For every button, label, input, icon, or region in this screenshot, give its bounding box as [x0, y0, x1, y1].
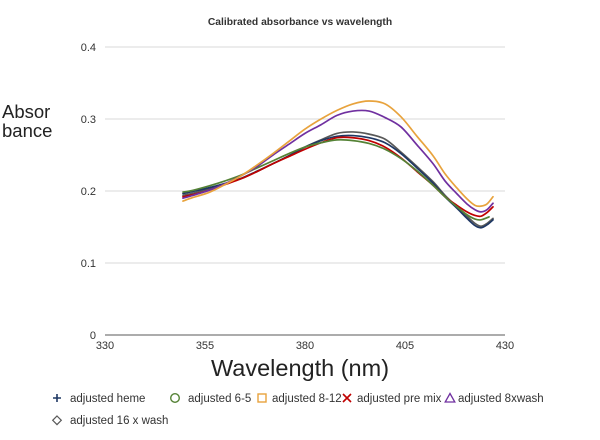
svg-text:adjusted 6-5: adjusted 6-5 — [188, 393, 251, 405]
svg-text:adjusted pre mix: adjusted pre mix — [357, 393, 442, 405]
svg-text:0.3: 0.3 — [81, 114, 96, 126]
svg-text:adjusted 8xwash: adjusted 8xwash — [458, 393, 544, 405]
svg-text:0.2: 0.2 — [81, 186, 96, 198]
svg-text:adjusted 8-12: adjusted 8-12 — [272, 393, 342, 405]
svg-text:0.1: 0.1 — [81, 258, 96, 270]
svg-text:355: 355 — [196, 340, 214, 352]
svg-text:adjusted 16 x wash: adjusted 16 x wash — [70, 415, 168, 427]
svg-text:405: 405 — [396, 340, 414, 352]
svg-text:430: 430 — [496, 340, 514, 352]
svg-text:adjusted heme: adjusted heme — [70, 393, 145, 405]
svg-text:0.4: 0.4 — [81, 42, 96, 54]
svg-text:380: 380 — [296, 340, 314, 352]
svg-text:330: 330 — [96, 340, 114, 352]
